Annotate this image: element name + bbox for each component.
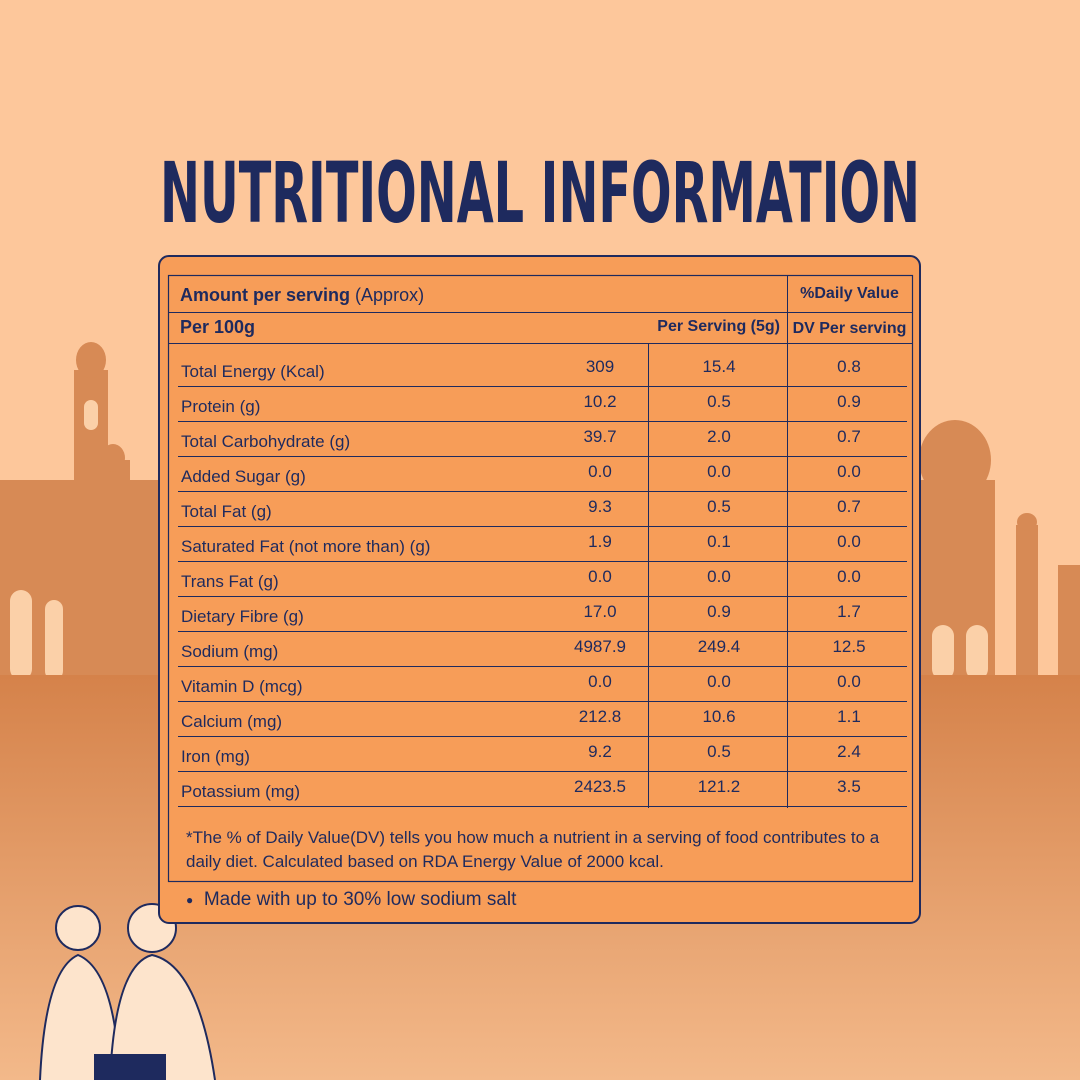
- nutrient-value: 1.7: [837, 602, 861, 621]
- nutrient-value: 0.0: [588, 567, 612, 586]
- bullet: ●: [186, 892, 194, 907]
- nutrient-value: 0.0: [837, 672, 861, 691]
- nutrient-value: 0.9: [837, 392, 861, 411]
- nutrient-value: 0.1: [707, 532, 731, 551]
- nutrient-value: 0.7: [837, 427, 861, 446]
- nutrient-value: 2423.5: [574, 777, 626, 796]
- row-rule: [178, 701, 907, 702]
- row-rule: [178, 491, 907, 492]
- amount-label: Amount per serving: [180, 285, 351, 305]
- nutrient-value: 10.6: [702, 707, 736, 726]
- nutrient-value: 17.0: [583, 602, 617, 621]
- row-rule: [178, 526, 907, 527]
- amount-note: (Approx): [355, 285, 425, 305]
- skyline-left: [0, 342, 160, 680]
- nutrient-value: 12.5: [832, 637, 866, 656]
- row-rule: [178, 386, 907, 387]
- nutrient-value: 0.0: [588, 672, 612, 691]
- skyline-left-windows: [10, 400, 98, 680]
- nutrient-value: 3.5: [837, 777, 861, 796]
- nutrient-value: 0.0: [588, 462, 612, 481]
- title: NUTRITIONAL INFORMATION: [160, 144, 920, 242]
- nutrient-name: Calcium (mg): [181, 712, 283, 731]
- footnote: *The % of Daily Value(DV) tells you how …: [186, 828, 880, 871]
- nutrient-value: 0.8: [837, 357, 861, 376]
- nutrient-value: 4987.9: [574, 637, 626, 656]
- nutrient-value: 0.5: [707, 497, 731, 516]
- nutrient-value: 9.2: [588, 742, 612, 761]
- nutrient-value: 0.9: [707, 602, 731, 621]
- nutrient-name: Protein (g): [181, 397, 261, 416]
- note: Made with up to 30% low sodium salt: [203, 889, 517, 910]
- nutrient-value: 2.0: [707, 427, 731, 446]
- row-rule: [178, 736, 907, 737]
- nutrient-name: Total Energy (Kcal): [181, 362, 325, 381]
- daily-value-header: %Daily Value: [800, 285, 899, 302]
- nutrient-value: 0.0: [707, 672, 731, 691]
- row-rule: [178, 666, 907, 667]
- nutrient-name: Potassium (mg): [181, 782, 301, 801]
- nutrient-name: Added Sugar (g): [181, 467, 306, 486]
- row-rule: [178, 561, 907, 562]
- nutrient-name: Vitamin D (mcg): [181, 677, 303, 696]
- nutrient-value: 9.3: [588, 497, 612, 516]
- table-frame: [167, 274, 914, 883]
- nutrient-value: 212.8: [578, 707, 622, 726]
- nutrient-value: 249.4: [697, 637, 741, 656]
- row-rule: [178, 631, 907, 632]
- dv-per-serving-header: DV Per serving: [792, 320, 907, 337]
- row-rule: [178, 421, 907, 422]
- row-rule: [178, 456, 907, 457]
- nutrient-value: 39.7: [583, 427, 617, 446]
- nutrient-value: 15.4: [702, 357, 736, 376]
- column-rule: [787, 276, 788, 808]
- header-rule: [169, 312, 913, 313]
- nutrient-value: 0.0: [707, 462, 731, 481]
- nutrient-value: 0.5: [707, 742, 731, 761]
- skyline-right-windows: [932, 625, 988, 680]
- nutrient-name: Total Carbohydrate (g): [181, 432, 351, 451]
- nutrient-name: Total Fat (g): [181, 502, 272, 521]
- nutrient-value: 10.2: [583, 392, 617, 411]
- nutrient-value: 0.7: [837, 497, 861, 516]
- nutrient-value: 1.1: [837, 707, 861, 726]
- panel: [158, 255, 921, 924]
- header-rule: [169, 343, 913, 344]
- row-rule: [178, 771, 907, 772]
- nutrient-value: 2.4: [837, 742, 861, 761]
- nutrient-value: 1.9: [588, 532, 612, 551]
- note-line: ● Made with up to 30% low sodium salt: [186, 889, 516, 911]
- nutrient-name: Saturated Fat (not more than) (g): [181, 537, 431, 556]
- row-rule: [178, 596, 907, 597]
- cooks-illustration: [39, 903, 216, 1080]
- per-100g-header: Per 100g: [180, 317, 256, 337]
- nutrient-value: 0.0: [837, 532, 861, 551]
- row-rule: [178, 806, 907, 807]
- nutrient-value: 309: [585, 357, 615, 376]
- amount-header: Amount per serving (Approx): [180, 285, 424, 306]
- nutrient-name: Dietary Fibre (g): [181, 607, 304, 626]
- column-rule: [648, 343, 649, 808]
- nutrient-name: Trans Fat (g): [181, 572, 279, 591]
- nutrient-value: 0.0: [837, 567, 861, 586]
- nutrient-name: Iron (mg): [181, 747, 250, 766]
- nutrient-value: 0.0: [707, 567, 731, 586]
- nutrient-value: 121.2: [697, 777, 741, 796]
- nutrient-name: Sodium (mg): [181, 642, 279, 661]
- nutrient-value: 0.5: [707, 392, 731, 411]
- nutrient-value: 0.0: [837, 462, 861, 481]
- per-serving-header: Per Serving (5g): [657, 318, 780, 335]
